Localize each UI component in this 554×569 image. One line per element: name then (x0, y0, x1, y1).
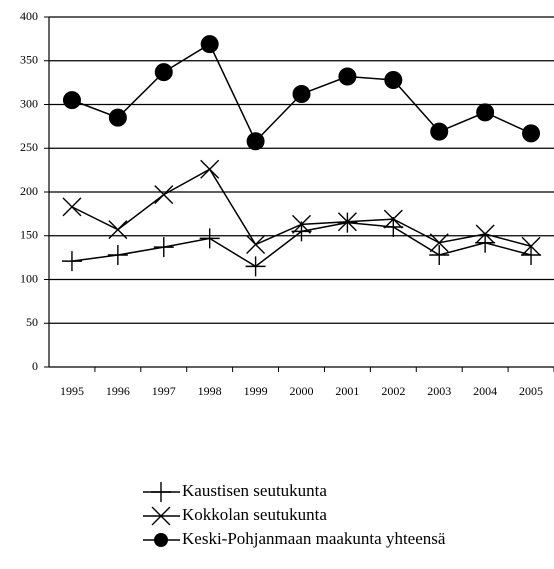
point (153, 237, 174, 258)
y-tick-label: 150 (20, 228, 38, 242)
x-tick-label: 1997 (152, 384, 176, 398)
x-tick-label: 1995 (60, 384, 84, 398)
point (292, 214, 311, 234)
legend-marker (151, 506, 171, 526)
point (476, 103, 495, 122)
point (154, 63, 173, 82)
point (292, 85, 311, 103)
point (430, 122, 449, 141)
x-tick-label: 2000 (290, 384, 314, 398)
point (246, 132, 265, 151)
point (199, 228, 220, 249)
y-tick-label: 100 (20, 271, 38, 285)
x-tick-label: 1999 (244, 384, 268, 398)
point (62, 91, 81, 110)
point (383, 217, 404, 237)
legend-marker (151, 482, 171, 502)
x-tick-label: 2001 (335, 384, 359, 398)
point (61, 251, 82, 272)
point (154, 185, 174, 205)
x-tick-label: 2002 (381, 384, 405, 398)
legend-text: Keski-Pohjanmaan maakunta yhteensä (182, 529, 446, 548)
point (200, 35, 219, 54)
y-tick-label: 250 (20, 140, 38, 154)
point (338, 67, 357, 86)
point (521, 236, 541, 256)
x-tick-label: 2004 (473, 384, 497, 398)
point (429, 245, 450, 265)
legend-marker (154, 533, 168, 547)
point (522, 124, 541, 143)
point (383, 209, 403, 229)
point (108, 108, 127, 127)
x-tick-label: 2005 (519, 384, 543, 398)
point (245, 256, 266, 277)
y-tick-label: 200 (20, 184, 38, 198)
point (62, 197, 82, 217)
y-tick-label: 400 (20, 9, 38, 23)
x-tick-label: 1998 (198, 384, 222, 398)
x-tick-label: 2003 (427, 384, 451, 398)
point (337, 212, 357, 232)
y-tick-label: 350 (20, 53, 38, 67)
legend-text: Kaustisen seutukunta (182, 481, 327, 500)
point (246, 235, 266, 254)
x-tick-label: 1996 (106, 384, 130, 398)
point (475, 224, 495, 244)
point (200, 159, 220, 179)
y-tick-label: 0 (32, 359, 38, 373)
y-tick-label: 50 (26, 315, 38, 329)
point (384, 71, 403, 89)
y-tick-label: 300 (20, 96, 38, 110)
point (475, 232, 496, 253)
legend-text: Kokkolan seutukunta (182, 505, 327, 524)
point (107, 245, 128, 265)
point (521, 245, 542, 265)
point (429, 233, 449, 253)
point (108, 220, 128, 240)
